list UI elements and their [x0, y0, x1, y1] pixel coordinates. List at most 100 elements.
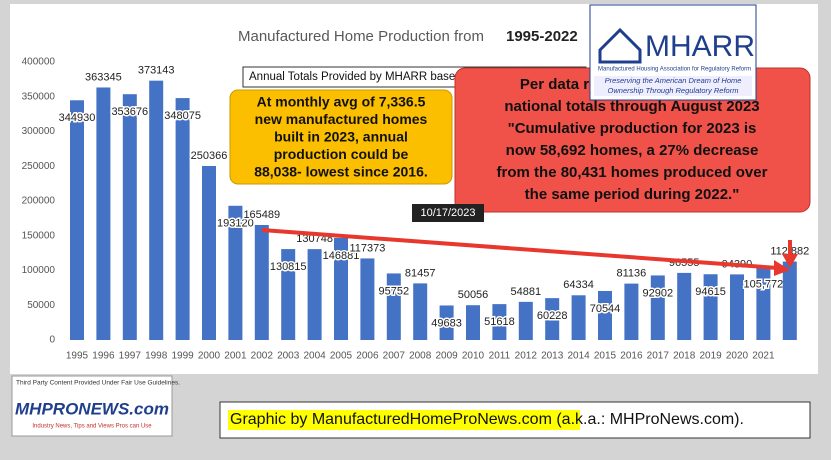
x-tick-label: 2004	[303, 351, 326, 362]
bar	[439, 305, 454, 340]
y-tick-label: 350000	[22, 91, 56, 102]
x-tick-label: 2001	[224, 351, 247, 362]
x-tick-label: 2009	[435, 351, 458, 362]
logo-full-name: Manufactured Housing Association for Reg…	[598, 67, 751, 73]
logo-icon	[598, 27, 642, 64]
bar	[96, 87, 111, 341]
bar	[202, 165, 216, 340]
y-tick-label: 400000	[22, 57, 56, 68]
arrow-head	[774, 260, 790, 276]
bar	[703, 274, 718, 340]
value-label: 250366	[191, 150, 228, 162]
yellow-callout	[229, 89, 453, 185]
bar	[598, 290, 612, 340]
value-label: 363345	[85, 71, 122, 83]
value-label: 81136	[617, 268, 647, 280]
x-tick-label: 2017	[647, 351, 670, 362]
bar	[307, 249, 322, 340]
yellow-callout-text: 88,038- lowest since 2016.	[254, 164, 428, 180]
value-label: 81457	[405, 267, 436, 279]
red-callout-text: now 58,692 homes, a 27% decrease	[506, 142, 759, 159]
red-callout-text: national totals through August 2023	[504, 98, 759, 115]
value-label: 70544	[590, 303, 621, 315]
x-tick-label: 2021	[752, 351, 775, 362]
x-tick-label: 2020	[726, 351, 749, 362]
bar	[466, 305, 480, 340]
x-tick-label: 2018	[673, 351, 696, 362]
x-tick-label: 1997	[119, 351, 142, 362]
red-callout-text: "Cumulative production for 2023 is	[508, 120, 757, 137]
source-tagline: Industry News, Tips and Views Pros can U…	[32, 424, 152, 430]
y-tick-label: 300000	[22, 126, 56, 137]
footer-highlight: Graphic by ManufacturedHomeProNews.com	[230, 411, 552, 428]
y-tick-label: 150000	[22, 230, 56, 241]
yellow-callout-text: At monthly avg of 7,336.5	[257, 94, 426, 110]
value-label: 348075	[164, 110, 201, 122]
value-label: 193120	[217, 218, 254, 230]
value-label: 165489	[243, 209, 280, 221]
yellow-callout-text: production could be	[274, 146, 409, 162]
source-note: Third Party Content Provided Under Fair …	[16, 380, 180, 387]
value-label: 54881	[511, 286, 542, 298]
x-tick-label: 2019	[699, 351, 722, 362]
bar	[492, 304, 507, 340]
bar	[254, 224, 269, 340]
bar	[782, 261, 797, 340]
y-tick-label: 100000	[22, 265, 56, 276]
x-tick-label: 2008	[409, 351, 432, 362]
x-tick-label: 2003	[277, 351, 300, 362]
bar	[756, 266, 771, 340]
bar	[413, 283, 428, 340]
value-label: 95752	[379, 285, 410, 297]
logo-name: MHARR	[645, 30, 755, 63]
bar	[677, 272, 692, 340]
y-tick-label: 200000	[22, 196, 56, 207]
chart-title-years: 1995-2022	[506, 28, 578, 45]
value-label: 130815	[270, 261, 307, 273]
value-label: 146881	[323, 250, 360, 262]
footer-highlight-bg	[228, 410, 580, 430]
x-tick-label: 2014	[567, 351, 590, 362]
bar	[386, 273, 401, 340]
bar	[360, 258, 375, 340]
x-tick-label: 1996	[92, 351, 115, 362]
x-tick-label: 2016	[620, 351, 643, 362]
footer-text: Graphic by ManufacturedHomeProNews.com (…	[230, 411, 744, 428]
logo-tagline: Ownership Through Regulatory Reform	[608, 86, 739, 95]
x-tick-label: 2011	[489, 351, 511, 362]
bar	[518, 301, 533, 340]
y-tick-label: 50000	[27, 300, 55, 311]
date-box	[412, 204, 484, 222]
value-label: 117373	[349, 242, 385, 254]
value-label: 92902	[643, 287, 674, 299]
bar	[571, 295, 586, 340]
y-tick-label: 250000	[22, 161, 56, 172]
x-tick-label: 1998	[145, 351, 168, 362]
source-box	[11, 375, 173, 437]
value-label: 344930	[59, 112, 96, 124]
logo-tagline: Preserving the American Dream of Home	[605, 76, 742, 85]
value-label: 64334	[563, 279, 594, 291]
bar	[122, 94, 137, 340]
value-label: 51618	[484, 316, 515, 328]
footer-rest: (a.k.a.: MHProNews.com).	[552, 411, 744, 428]
logo-tagline-bg	[594, 76, 752, 96]
value-label: 353676	[111, 106, 148, 118]
bar	[334, 237, 348, 340]
red-callout-text: the same period during 2022."	[525, 186, 740, 203]
bar	[624, 283, 639, 340]
bar	[281, 249, 296, 340]
value-label: 94615	[695, 286, 726, 298]
source-logo: MHPRONEWS.com	[15, 399, 169, 418]
x-tick-label: 2002	[251, 351, 274, 362]
x-tick-label: 2006	[356, 351, 379, 362]
x-tick-label: 1995	[66, 351, 89, 362]
x-tick-label: 2012	[515, 351, 538, 362]
chart-title: Manufactured Home Production from	[238, 28, 484, 45]
x-tick-label: 2015	[594, 351, 617, 362]
bar	[545, 298, 560, 340]
x-tick-label: 1999	[171, 351, 194, 362]
bar	[70, 100, 84, 340]
value-label: 373143	[138, 65, 175, 77]
